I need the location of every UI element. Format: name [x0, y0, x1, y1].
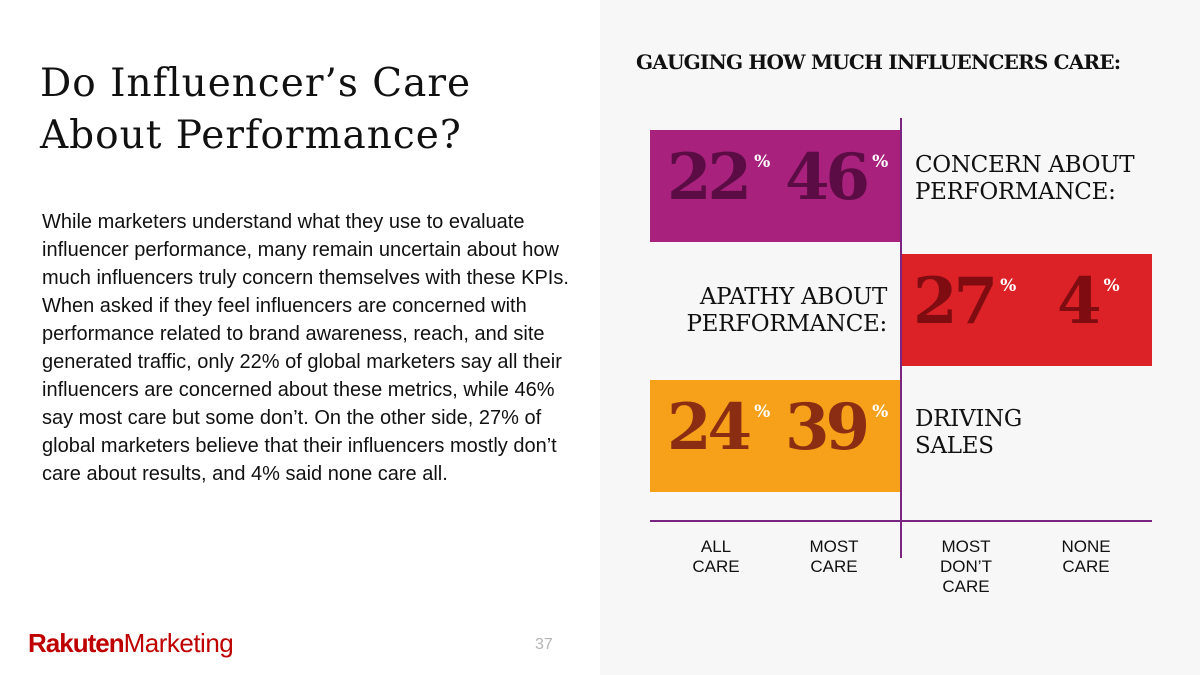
bar-value-label: 46% [785, 140, 889, 215]
bar-value-label: 24% [667, 390, 771, 465]
slide-title: Do Influencer’s Care About Performance? [40, 58, 600, 162]
bar-value-label: 39% [785, 390, 889, 465]
series-label: DRIVING SALES [915, 406, 1022, 459]
bar-value-label: 4% [1057, 264, 1120, 339]
chart-title: GAUGING HOW MUCH INFLUENCERS CARE: [636, 50, 1121, 74]
logo-product: Marketing [123, 628, 234, 658]
logo-brand: Rakuten [28, 628, 125, 658]
bar-3: 24% 39% [650, 380, 900, 492]
slide-body-text: While marketers understand what they use… [42, 211, 569, 485]
bar-1: 22% 46% [650, 130, 900, 242]
title-line-1: Do Influencer’s Care [40, 61, 472, 106]
bar-value-label: 27% [913, 264, 1017, 339]
title-line-2: About Performance? [40, 113, 462, 158]
x-axis-tick-label: MOST CARE [809, 537, 859, 576]
x-axis-tick-label: NONE CARE [1061, 537, 1111, 576]
chart-baseline [650, 520, 1152, 522]
x-axis-tick-label: ALL CARE [692, 537, 740, 576]
rakuten-marketing-logo: RakutenMarketing [28, 628, 234, 659]
bar-value-label: 22% [667, 140, 771, 215]
series-label: APATHY ABOUT PERFORMANCE: [686, 284, 887, 337]
series-label: CONCERN ABOUT PERFORMANCE: [915, 152, 1135, 205]
chart-center-axis [900, 118, 902, 558]
bar-2: 27% 4% [900, 254, 1152, 366]
x-axis-tick-label: MOST DON’T CARE [940, 537, 992, 596]
page-number: 37 [535, 636, 553, 653]
